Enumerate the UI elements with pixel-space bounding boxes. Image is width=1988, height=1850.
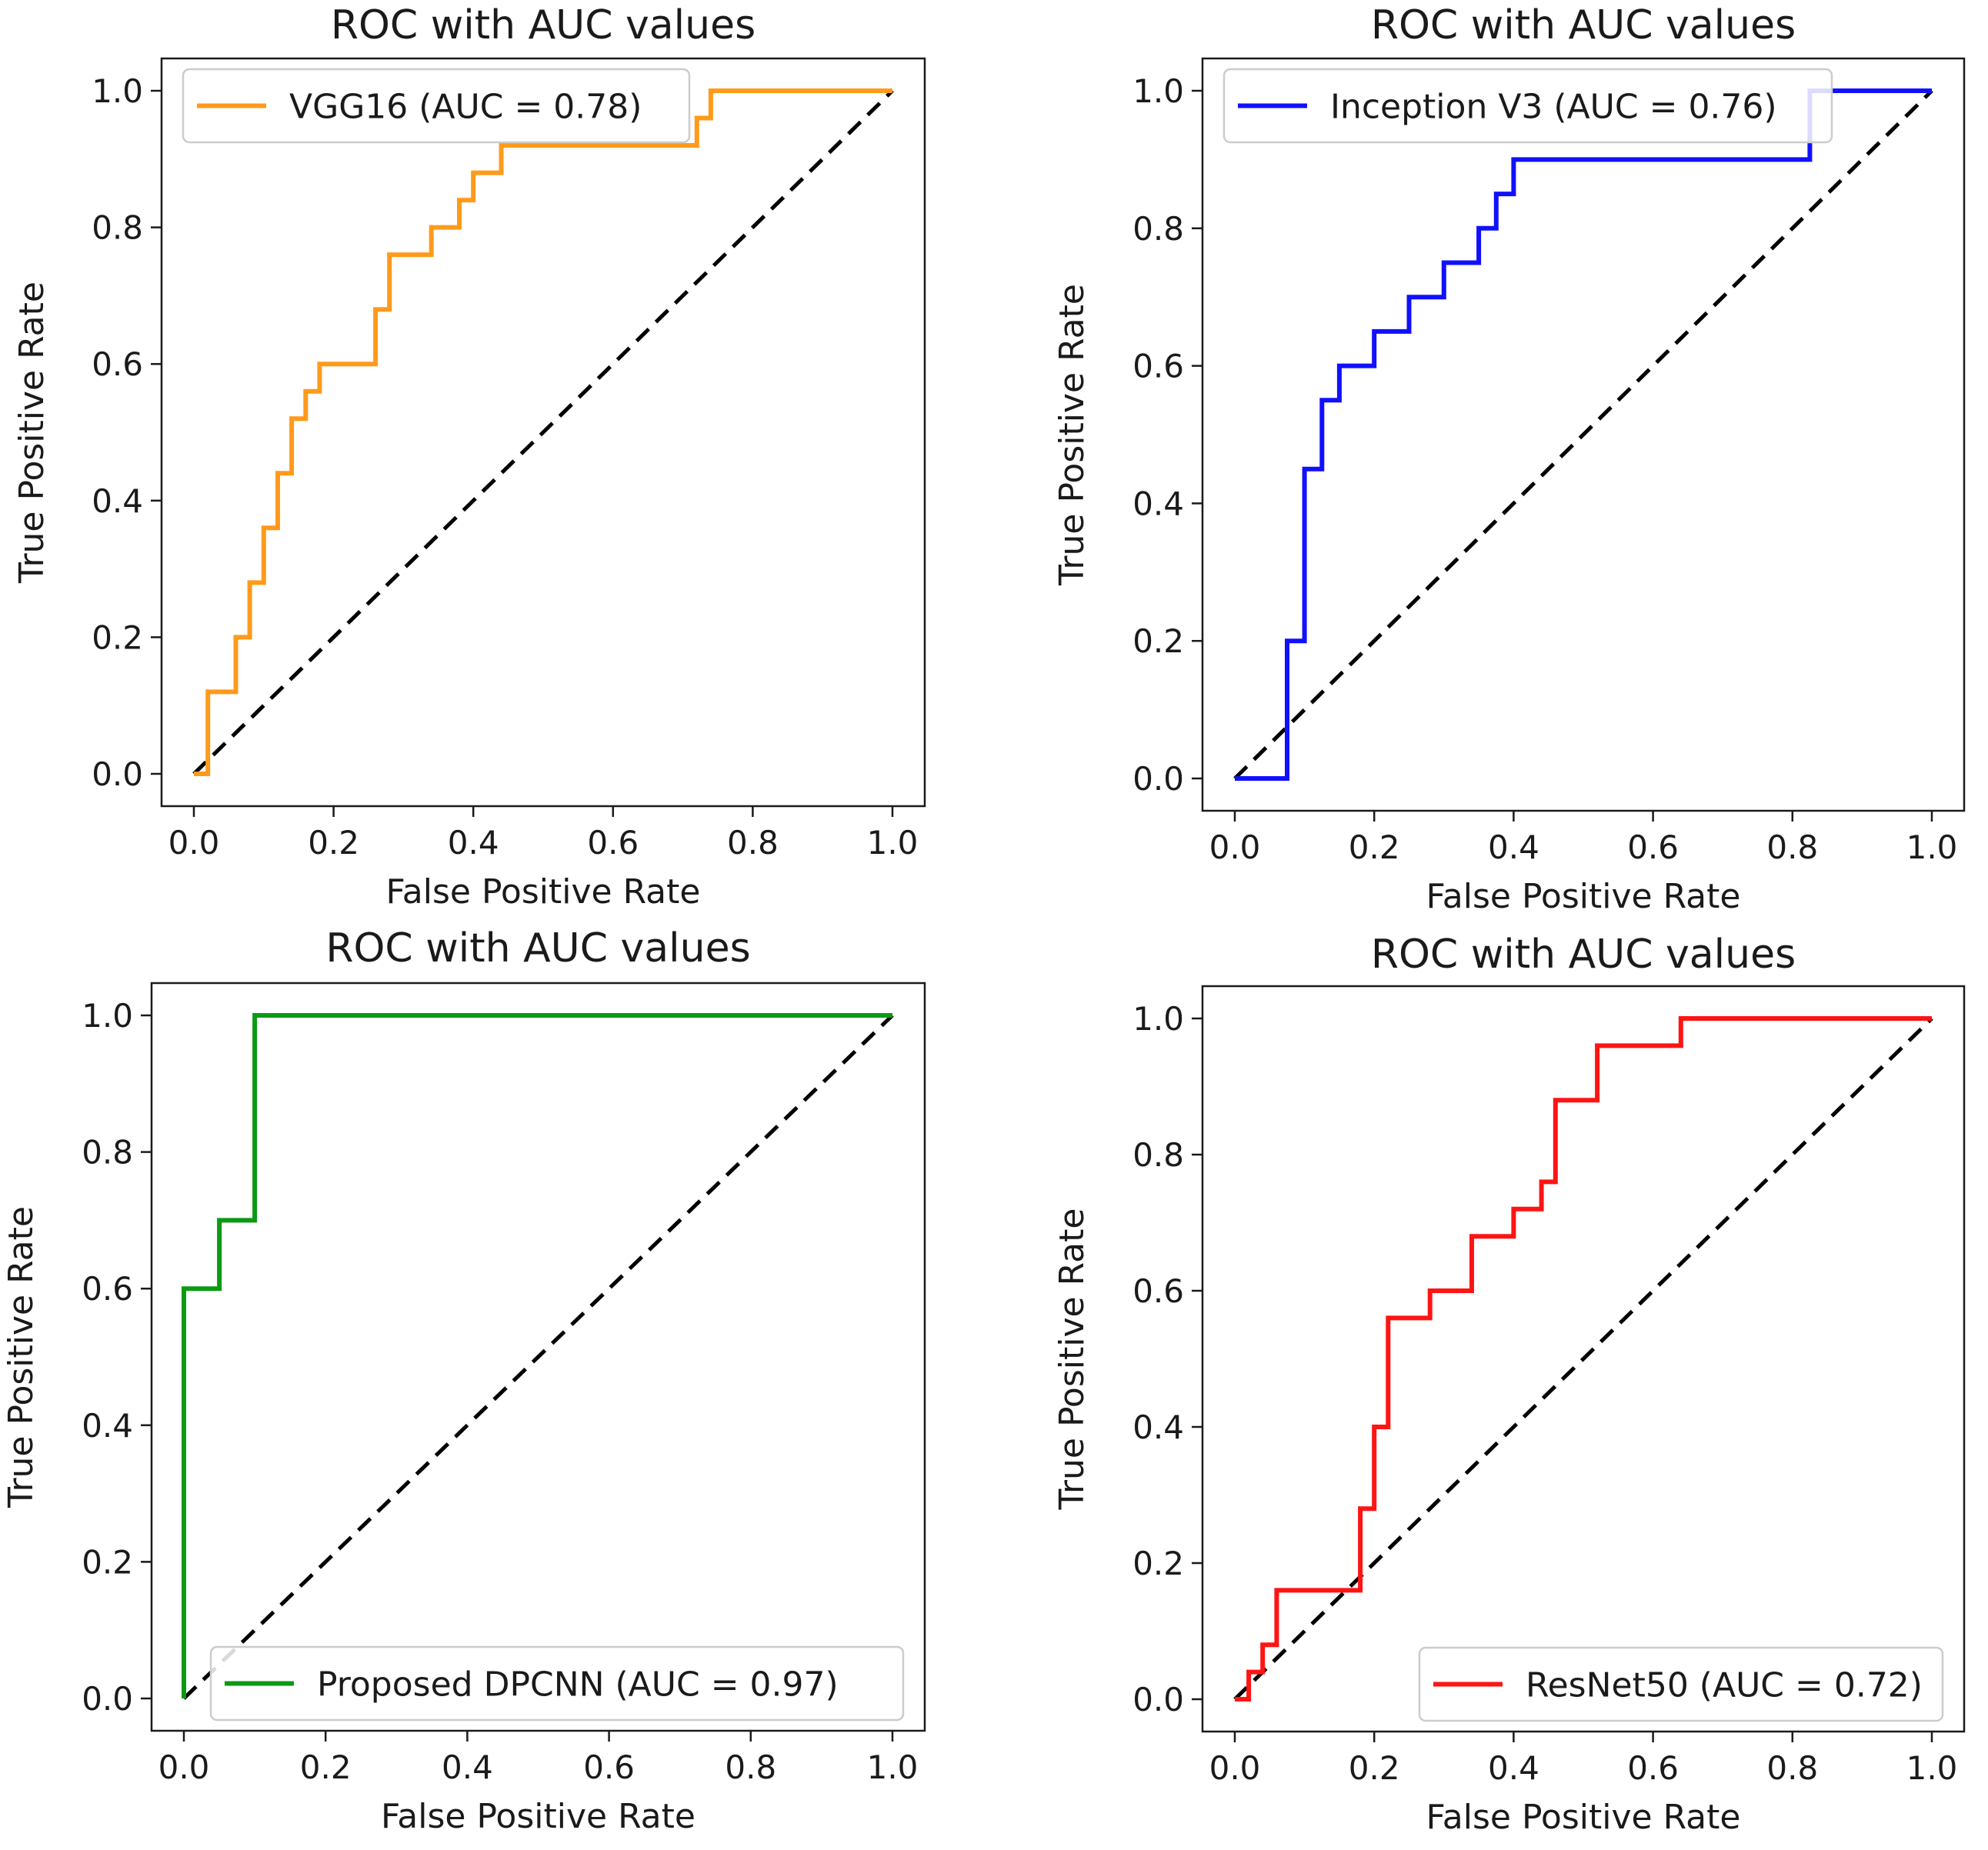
x-tick-label: 0.2 bbox=[308, 824, 359, 862]
x-tick-label: 1.0 bbox=[867, 1748, 919, 1786]
y-axis-label: True Positive Rate bbox=[1052, 1208, 1092, 1511]
x-tick-label: 1.0 bbox=[1906, 828, 1958, 866]
chart-title: ROC with AUC values bbox=[331, 2, 756, 48]
y-tick-label: 0.8 bbox=[1132, 1136, 1184, 1174]
legend: ResNet50 (AUC = 0.72) bbox=[1418, 1646, 1944, 1722]
legend: Proposed DPCNN (AUC = 0.97) bbox=[209, 1645, 905, 1722]
x-tick-label: 0.4 bbox=[448, 824, 499, 862]
plot-frame bbox=[1201, 985, 1966, 1733]
x-tick-label: 1.0 bbox=[867, 824, 919, 862]
x-tick-label: 0.6 bbox=[587, 824, 639, 862]
x-tick-label: 0.0 bbox=[1209, 828, 1261, 866]
y-tick-label: 0.2 bbox=[82, 1543, 133, 1581]
x-tick-label: 0.6 bbox=[1627, 1749, 1679, 1787]
x-axis-label: False Positive Rate bbox=[386, 872, 701, 912]
y-tick-label: 0.0 bbox=[92, 755, 143, 793]
roc-curve-line bbox=[1235, 88, 1932, 781]
x-tick-label: 0.4 bbox=[1488, 828, 1539, 866]
chart-title: ROC with AUC values bbox=[325, 925, 750, 972]
y-tick-label: 0.6 bbox=[1132, 1272, 1184, 1310]
x-tick-label: 0.8 bbox=[727, 824, 779, 862]
y-axis-label: True Positive Rate bbox=[12, 282, 52, 584]
x-tick-label: 0.0 bbox=[168, 824, 220, 862]
roc-panel-proposed-dpcnn: ROC with AUC values 0.0 0.2 0.4 0.6 0.8 1.0 0.0… bbox=[2, 925, 926, 1836]
y-tick-label: 0.8 bbox=[92, 209, 143, 247]
y-tick-label: 0.2 bbox=[1132, 622, 1184, 660]
y-tick-label: 1.0 bbox=[1132, 1000, 1184, 1038]
plot-frame bbox=[160, 57, 926, 808]
roc-panel-vgg16: ROC with AUC values 0.0 0.2 0.4 0.6 0.8 1.0 0.0… bbox=[12, 2, 926, 912]
x-tick-label: 0.4 bbox=[1488, 1749, 1539, 1787]
roc-panel-resnet50: ROC with AUC values 0.0 0.2 0.4 0.6 0.8 1.0 0.0… bbox=[1052, 932, 1966, 1837]
legend: VGG16 (AUC = 0.78) bbox=[182, 68, 691, 144]
roc-curve-line bbox=[194, 88, 892, 776]
legend: Inception V3 (AUC = 0.76) bbox=[1222, 68, 1833, 144]
x-tick-label: 0.8 bbox=[1766, 828, 1818, 866]
y-tick-label: 0.6 bbox=[1132, 348, 1184, 385]
x-tick-label: 0.2 bbox=[300, 1748, 352, 1786]
legend-box bbox=[1222, 68, 1833, 144]
y-tick-label: 1.0 bbox=[82, 997, 133, 1035]
y-tick-label: 0.4 bbox=[92, 482, 143, 520]
y-tick-label: 0.6 bbox=[82, 1270, 133, 1308]
plot-frame bbox=[150, 982, 926, 1732]
roc-curve-line bbox=[182, 1013, 892, 1698]
legend-label: Proposed DPCNN (AUC = 0.97) bbox=[317, 1665, 839, 1705]
chart-title: ROC with AUC values bbox=[1371, 2, 1796, 48]
x-tick-label: 1.0 bbox=[1906, 1749, 1958, 1787]
chance-diagonal-line bbox=[182, 1014, 894, 1700]
x-tick-label: 0.8 bbox=[725, 1748, 776, 1786]
x-tick-label: 0.2 bbox=[1349, 1749, 1400, 1787]
y-tick-label: 0.2 bbox=[92, 618, 143, 656]
roc-curve-line bbox=[1235, 1016, 1932, 1702]
y-tick-label: 0.0 bbox=[82, 1680, 133, 1718]
y-tick-label: 0.8 bbox=[82, 1134, 133, 1172]
legend-box bbox=[209, 1645, 905, 1722]
plot-frame bbox=[1201, 57, 1966, 812]
y-tick-label: 0.4 bbox=[1132, 1408, 1184, 1446]
roc-panel-inception-v3: ROC with AUC values 0.0 0.2 0.4 0.6 0.8 1.0 0.0… bbox=[1052, 2, 1966, 916]
y-tick-label: 0.0 bbox=[1132, 1681, 1184, 1718]
chance-diagonal-line bbox=[192, 89, 894, 775]
legend-box bbox=[182, 68, 691, 144]
chart-title: ROC with AUC values bbox=[1371, 932, 1796, 978]
legend-label: VGG16 (AUC = 0.78) bbox=[289, 88, 642, 127]
y-tick-label: 0.4 bbox=[1132, 485, 1184, 522]
y-tick-label: 0.0 bbox=[1132, 760, 1184, 798]
x-axis-label: False Positive Rate bbox=[1426, 1798, 1741, 1837]
chance-diagonal-line bbox=[1233, 1017, 1933, 1701]
y-axis-label: True Positive Rate bbox=[1052, 284, 1092, 586]
x-tick-label: 0.2 bbox=[1349, 828, 1400, 866]
chance-diagonal-line bbox=[1233, 89, 1933, 780]
x-tick-label: 0.6 bbox=[583, 1748, 635, 1786]
y-tick-label: 0.8 bbox=[1132, 210, 1184, 248]
x-tick-label: 0.4 bbox=[442, 1748, 493, 1786]
y-tick-label: 0.6 bbox=[92, 345, 143, 383]
y-tick-label: 0.2 bbox=[1132, 1545, 1184, 1582]
x-axis-label: False Positive Rate bbox=[381, 1797, 695, 1836]
y-axis-label: True Positive Rate bbox=[2, 1206, 41, 1508]
x-axis-label: False Positive Rate bbox=[1426, 877, 1741, 916]
y-tick-label: 1.0 bbox=[92, 72, 143, 110]
y-tick-label: 1.0 bbox=[1132, 72, 1184, 110]
x-tick-label: 0.6 bbox=[1627, 828, 1679, 866]
y-tick-label: 0.4 bbox=[82, 1407, 133, 1445]
x-tick-label: 0.8 bbox=[1766, 1749, 1818, 1787]
legend-label: ResNet50 (AUC = 0.72) bbox=[1526, 1666, 1923, 1705]
x-tick-label: 0.0 bbox=[1209, 1749, 1261, 1787]
legend-label: Inception V3 (AUC = 0.76) bbox=[1330, 88, 1777, 127]
legend-box bbox=[1418, 1646, 1944, 1722]
x-tick-label: 0.0 bbox=[158, 1748, 210, 1786]
